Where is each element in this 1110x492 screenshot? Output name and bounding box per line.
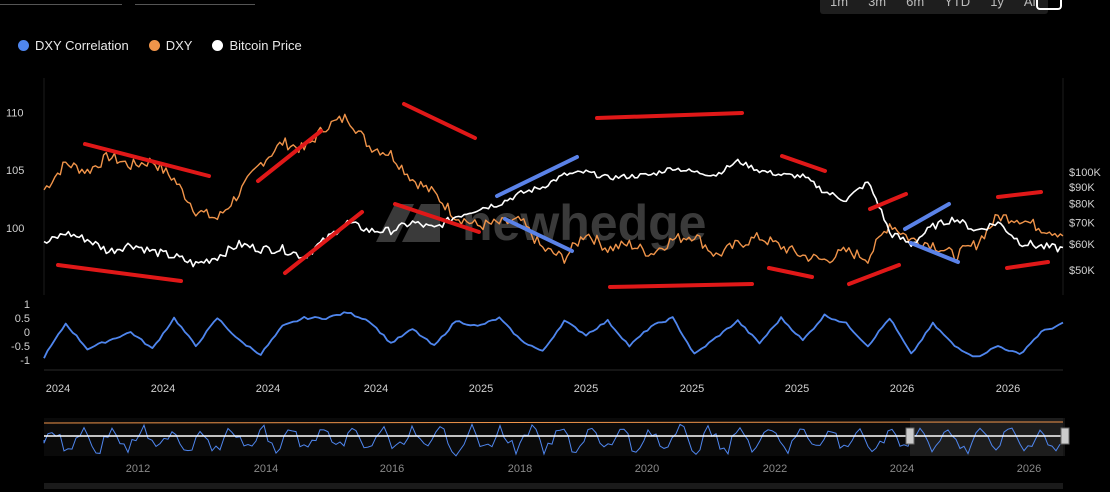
annotation-blue-line <box>503 217 574 253</box>
navigator-x-tick-label: 2020 <box>635 463 659 475</box>
dxy-line <box>43 113 1064 264</box>
y-corr-tick-label: -0.5 <box>11 341 30 353</box>
watermark: newhedge <box>376 195 706 251</box>
bitcoin-price-line <box>43 158 1064 268</box>
x-tick-label: 2026 <box>890 383 914 395</box>
navigator-track <box>44 418 1063 456</box>
y-right-tick-label: $70K <box>1069 217 1095 229</box>
y-right-tick-label: $60K <box>1069 239 1095 251</box>
annotation-blue-line <box>909 241 960 264</box>
annotation-red-line <box>283 210 364 275</box>
annotation-red-line <box>608 282 754 289</box>
annotation-red-line <box>847 263 901 286</box>
navigator-x-tick-label: 2024 <box>890 463 914 475</box>
y-right-tick-label: $100K <box>1069 167 1101 179</box>
y-right-tick-label: $50K <box>1069 265 1095 277</box>
x-tick-label: 2025 <box>785 383 809 395</box>
range-1m-button[interactable]: 1m <box>830 0 849 9</box>
navigator[interactable]: 2012 2014 2016 2018 2020 2022 2024 2026 <box>43 418 1070 489</box>
dxy-correlation-line <box>43 311 1064 359</box>
range-3m-button[interactable]: 3m <box>868 0 887 9</box>
watermark-logo-icon <box>376 204 414 242</box>
x-tick-label: 2025 <box>574 383 598 395</box>
y-left-tick-label: 100 <box>6 223 24 235</box>
annotation-red-line <box>780 154 827 173</box>
legend-dot-icon <box>18 40 29 51</box>
range-1y-button[interactable]: 1y <box>990 0 1004 9</box>
navigator-right-handle[interactable] <box>1060 427 1070 445</box>
annotation-red-line <box>868 192 908 211</box>
range-selector: 1m 3m 6m YTD 1y All <box>820 0 1049 14</box>
tab-underline-1 <box>0 4 122 5</box>
legend-label: Bitcoin Price <box>229 38 302 53</box>
legend-dot-icon <box>212 40 224 51</box>
x-tick-label: 2024 <box>364 383 388 395</box>
range-6m-button[interactable]: 6m <box>906 0 925 9</box>
navigator-x-tick-label: 2014 <box>254 463 278 475</box>
legend-label: DXY Correlation <box>35 38 129 53</box>
x-tick-label: 2024 <box>256 383 280 395</box>
legend-item-dxy[interactable]: DXY <box>148 38 193 53</box>
y-left-tick-label: 105 <box>6 165 24 177</box>
navigator-x-tick-label: 2018 <box>508 463 532 475</box>
legend-dot-icon <box>148 40 160 51</box>
watermark-logo-icon-2 <box>402 204 440 242</box>
y-left-tick-label: 110 <box>6 107 24 119</box>
annotation-red-line <box>996 190 1043 199</box>
annotation-red-line <box>1005 260 1050 270</box>
legend-item-bitcoin-price[interactable]: Bitcoin Price <box>212 38 302 53</box>
annotation-red-line <box>83 142 211 178</box>
y-corr-tick-label: 0.5 <box>15 313 30 325</box>
y-corr-tick-label: -1 <box>20 355 30 367</box>
annotation-red-line <box>393 202 481 234</box>
range-ytd-button[interactable]: YTD <box>944 0 971 9</box>
annotation-blue-line <box>495 155 579 198</box>
navigator-x-tick-label: 2016 <box>380 463 404 475</box>
y-corr-tick-label: 0 <box>24 327 30 339</box>
navigator-x-tick-label: 2022 <box>763 463 787 475</box>
annotation-red-line <box>402 102 477 140</box>
legend: DXY Correlation DXY Bitcoin Price <box>18 38 302 53</box>
navigator-selection[interactable] <box>910 418 1065 456</box>
annotation-red-line <box>56 263 183 283</box>
annotations <box>56 102 1050 289</box>
x-tick-label: 2026 <box>996 383 1020 395</box>
y-right-tick-label: $80K <box>1069 199 1095 211</box>
navigator-x-tick-label: 2026 <box>1017 463 1041 475</box>
navigator-x-tick-label: 2012 <box>126 463 150 475</box>
x-tick-label: 2025 <box>680 383 704 395</box>
navigator-left-handle[interactable] <box>905 427 915 445</box>
range-all-button[interactable]: All <box>1023 0 1039 9</box>
x-tick-label: 2024 <box>46 383 70 395</box>
navigator-scrollbar[interactable] <box>44 483 1063 489</box>
legend-label: DXY <box>165 38 193 53</box>
navigator-dxy-line <box>43 421 1064 424</box>
legend-item-dxy-correlation[interactable]: DXY Correlation <box>18 38 129 53</box>
tab-underline-2 <box>135 4 255 5</box>
annotation-blue-line <box>903 202 951 231</box>
annotation-red-line <box>256 129 323 183</box>
annotation-red-line <box>767 266 814 279</box>
x-tick-label: 2025 <box>469 383 493 395</box>
camera-icon[interactable] <box>1036 0 1062 10</box>
y-right-tick-label: $90K <box>1069 182 1095 194</box>
x-tick-label: 2024 <box>151 383 175 395</box>
navigator-correlation-line <box>43 423 1061 457</box>
annotation-red-line <box>595 111 744 120</box>
y-corr-tick-label: 1 <box>24 299 30 311</box>
